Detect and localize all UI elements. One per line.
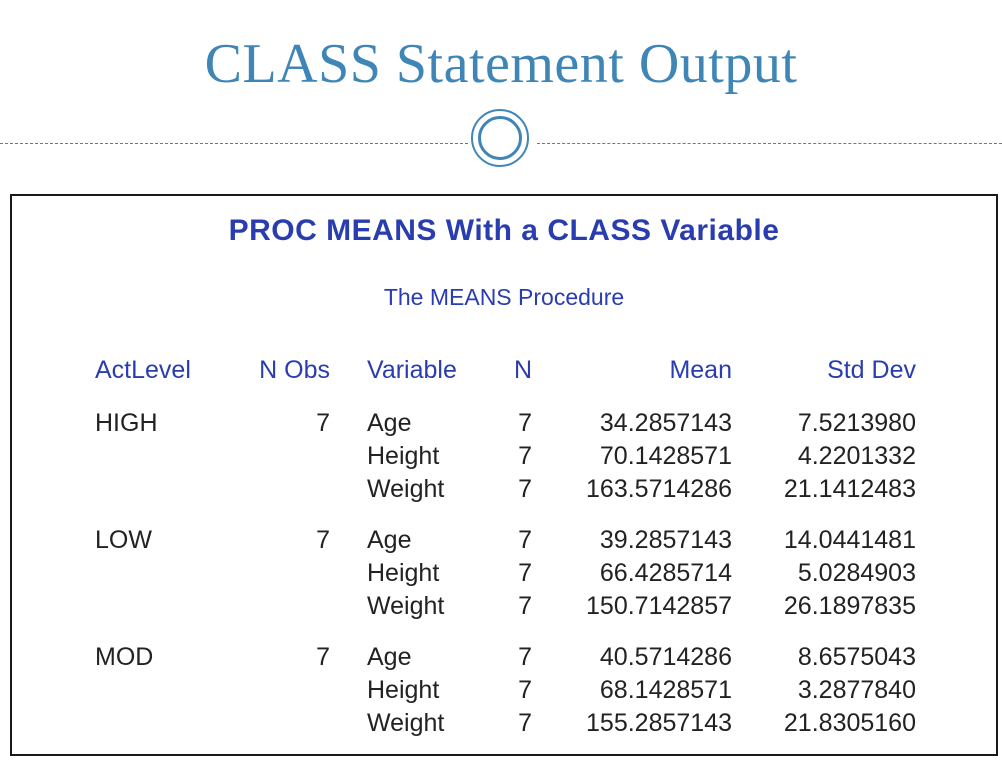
row-mean: 66.4285714: [599, 559, 732, 587]
row-variable: Height: [367, 559, 440, 587]
row-stddev: 3.2877840: [797, 676, 916, 704]
row-stddev: 7.5213980: [797, 409, 916, 437]
row-n: 7: [518, 592, 532, 620]
row-variable: Age: [367, 643, 412, 671]
row-n: 7: [518, 526, 532, 554]
divider-circle-ornament: [471, 109, 529, 167]
row-stddev: 14.0441481: [783, 526, 916, 554]
group-actlevel: LOW: [95, 526, 152, 554]
row-variable: Age: [367, 409, 412, 437]
row-stddev: 8.6575043: [797, 643, 916, 671]
row-n: 7: [518, 475, 532, 503]
header-stddev: Std Dev: [827, 356, 916, 384]
row-variable: Height: [367, 676, 440, 704]
header-n: N: [513, 356, 532, 384]
group-nobs: 7: [316, 526, 330, 554]
row-stddev: 21.1412483: [783, 475, 916, 503]
group-nobs: 7: [316, 409, 330, 437]
slide-title: CLASS Statement Output: [204, 33, 798, 95]
row-mean: 40.5714286: [599, 643, 732, 671]
row-variable: Height: [367, 442, 440, 470]
row-mean: 150.7142857: [586, 592, 732, 620]
row-stddev: 4.2201332: [797, 442, 916, 470]
row-stddev: 26.1897835: [783, 592, 916, 620]
divider-line-right: [537, 143, 1002, 144]
row-n: 7: [518, 409, 532, 437]
group-actlevel: HIGH: [95, 409, 158, 437]
proc-title: PROC MEANS With a CLASS Variable: [228, 214, 780, 247]
row-mean: 39.2857143: [599, 526, 732, 554]
row-mean: 34.2857143: [599, 409, 732, 437]
divider-circle-inner: [478, 116, 522, 160]
row-variable: Weight: [367, 709, 445, 737]
row-n: 7: [518, 442, 532, 470]
group-actlevel: MOD: [95, 643, 154, 671]
header-actlevel: ActLevel: [95, 356, 191, 384]
row-mean: 68.1428571: [599, 676, 732, 704]
row-stddev: 21.8305160: [783, 709, 916, 737]
row-variable: Age: [367, 526, 412, 554]
header-nobs: N Obs: [259, 356, 330, 384]
sas-output-panel: PROC MEANS With a CLASS Variable The MEA…: [10, 194, 998, 756]
row-n: 7: [518, 643, 532, 671]
row-stddev: 5.0284903: [797, 559, 916, 587]
header-mean: Mean: [669, 356, 732, 384]
divider-line-left: [0, 143, 468, 144]
row-variable: Weight: [367, 475, 445, 503]
group-nobs: 7: [316, 643, 330, 671]
row-mean: 155.2857143: [586, 709, 732, 737]
row-mean: 163.5714286: [586, 475, 732, 503]
row-n: 7: [518, 709, 532, 737]
proc-subtitle: The MEANS Procedure: [383, 284, 625, 310]
row-mean: 70.1428571: [599, 442, 732, 470]
row-variable: Weight: [367, 592, 445, 620]
row-n: 7: [518, 559, 532, 587]
header-variable: Variable: [367, 356, 457, 384]
row-n: 7: [518, 676, 532, 704]
